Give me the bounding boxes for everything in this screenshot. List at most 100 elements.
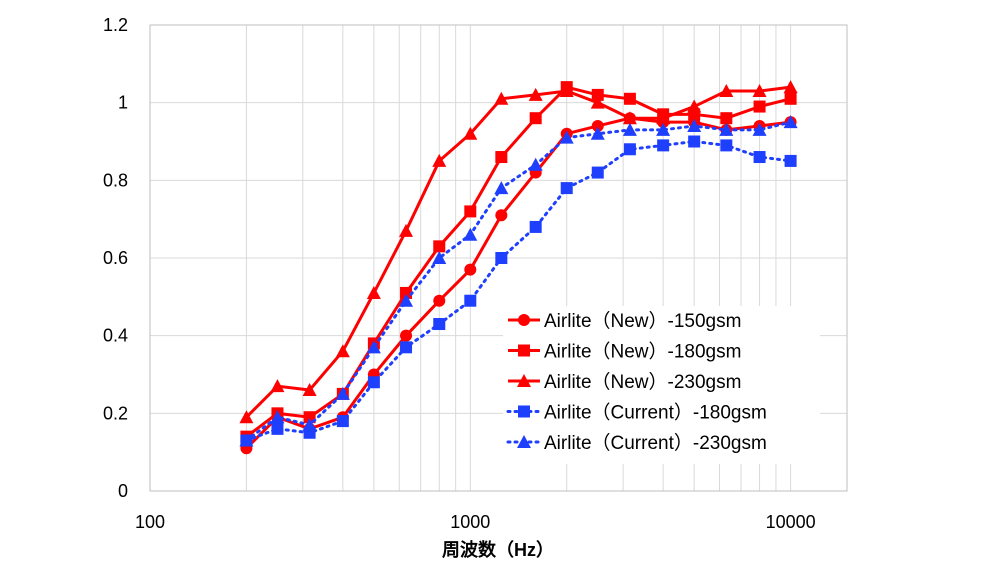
y-tick-label: 0.2 xyxy=(103,403,128,423)
data-point xyxy=(400,286,413,299)
data-point xyxy=(464,205,477,218)
data-point xyxy=(591,166,604,179)
data-point xyxy=(784,92,797,105)
data-point xyxy=(400,329,413,342)
legend-marker xyxy=(517,374,531,387)
data-point xyxy=(783,80,798,94)
data-point xyxy=(783,115,798,129)
x-axis-tick-labels: 100 1000 10000 xyxy=(135,512,816,532)
data-point xyxy=(752,84,767,98)
data-point xyxy=(366,340,381,354)
data-point xyxy=(239,410,254,424)
series-line xyxy=(244,120,793,443)
legend-marker xyxy=(517,435,531,448)
data-point xyxy=(687,99,702,113)
legend-label: Airlite（New）-230gsm xyxy=(544,371,741,393)
data-point xyxy=(399,293,414,307)
data-point xyxy=(494,181,509,195)
series-line xyxy=(245,85,791,419)
data-point xyxy=(433,240,446,253)
legend-label: Airlite（Current）-230gsm xyxy=(544,432,767,454)
data-point xyxy=(590,95,605,109)
data-point xyxy=(623,143,636,156)
data-point xyxy=(590,126,605,140)
legend-item-2: Airlite（New）-180gsm xyxy=(508,341,741,363)
legend-item-3: Airlite（New）-230gsm xyxy=(508,371,741,393)
y-tick-label: 0.6 xyxy=(103,248,128,268)
legend-marker xyxy=(518,405,530,418)
x-tick-label: 10000 xyxy=(766,512,816,532)
data-point xyxy=(464,263,477,276)
data-point xyxy=(687,118,702,132)
data-point xyxy=(688,135,701,148)
data-point xyxy=(559,130,574,144)
legend-marker xyxy=(518,314,530,326)
data-point xyxy=(720,139,733,152)
data-point xyxy=(720,112,733,125)
data-point xyxy=(560,182,573,195)
data-point xyxy=(529,112,542,125)
legend-marker xyxy=(518,344,530,357)
legend: Airlite（New）-150gsm Airlite（New）-180gsm Ai… xyxy=(503,306,820,464)
y-tick-label: 1.2 xyxy=(103,15,128,35)
data-point xyxy=(335,386,350,400)
series-layer xyxy=(239,80,798,455)
data-point xyxy=(464,294,477,307)
data-point xyxy=(270,379,285,393)
data-point xyxy=(529,220,542,233)
data-point xyxy=(271,422,284,435)
y-tick-label: 0.4 xyxy=(103,326,128,346)
data-point xyxy=(432,153,447,167)
data-point xyxy=(656,111,671,125)
series-3 xyxy=(239,80,798,424)
data-point xyxy=(366,285,381,299)
data-point xyxy=(657,139,670,152)
data-point xyxy=(336,415,349,428)
x-tick-label: 100 xyxy=(135,512,165,532)
legend-item-4: Airlite（Current）-180gsm xyxy=(506,402,767,424)
legend-item-5: Airlite（Current）-230gsm xyxy=(506,432,767,454)
data-point xyxy=(719,122,734,136)
data-point xyxy=(528,87,543,101)
series-5 xyxy=(239,115,798,447)
data-point xyxy=(719,84,734,98)
y-tick-label: 0.8 xyxy=(103,170,128,190)
data-point xyxy=(463,227,478,241)
data-point xyxy=(623,92,636,105)
data-point xyxy=(622,111,637,125)
y-tick-label: 1 xyxy=(118,93,128,113)
data-point xyxy=(335,344,350,358)
data-point xyxy=(753,151,766,164)
series-4 xyxy=(240,135,797,447)
data-point xyxy=(495,252,508,264)
data-point xyxy=(239,433,254,447)
data-point xyxy=(559,84,574,98)
data-point xyxy=(302,417,317,431)
data-point xyxy=(752,122,767,136)
legend-label: Airlite（New）-150gsm xyxy=(544,310,741,332)
data-point xyxy=(495,209,508,222)
data-point xyxy=(463,126,478,140)
data-point xyxy=(433,318,446,331)
data-point xyxy=(753,100,766,113)
data-point xyxy=(367,376,380,389)
x-tick-label: 1000 xyxy=(450,512,490,532)
data-point xyxy=(591,119,604,132)
data-point xyxy=(433,294,446,307)
data-point xyxy=(622,122,637,136)
legend-item-1: Airlite（New）-150gsm xyxy=(508,310,741,332)
data-point xyxy=(656,122,671,136)
series-line xyxy=(244,139,793,443)
data-point xyxy=(400,341,413,354)
legend-label: Airlite（New）-180gsm xyxy=(544,341,741,363)
data-point xyxy=(495,151,508,164)
data-point xyxy=(784,154,797,167)
data-point xyxy=(432,251,447,264)
data-point xyxy=(591,88,604,101)
data-point xyxy=(399,223,414,237)
legend-label: Airlite（Current）-180gsm xyxy=(544,402,767,424)
y-tick-label: 0 xyxy=(118,481,128,501)
legend-box xyxy=(503,306,820,464)
